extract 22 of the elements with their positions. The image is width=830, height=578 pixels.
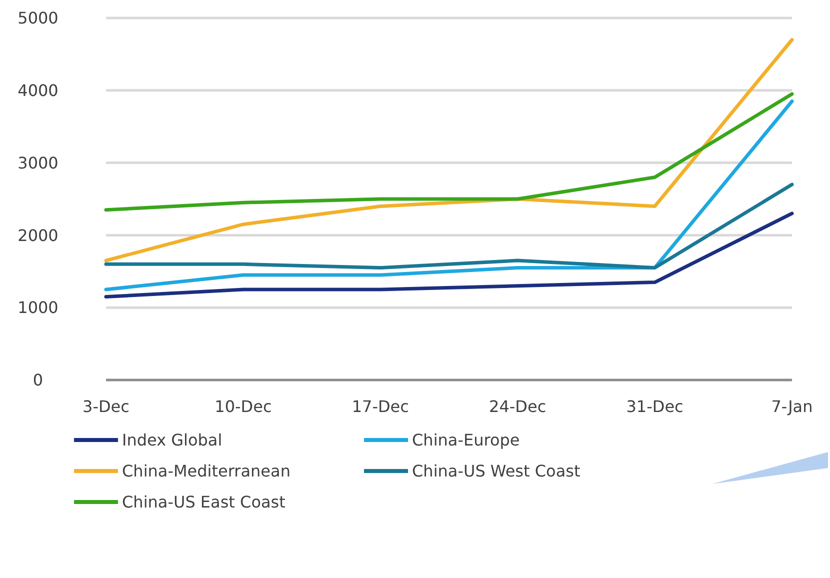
legend-label: China-Europe <box>412 430 520 450</box>
y-tick-label: 5000 <box>18 8 58 28</box>
line-series <box>104 38 794 262</box>
line-series <box>104 92 794 212</box>
x-tick-label: 3-Dec <box>82 397 130 416</box>
line-series <box>104 182 794 270</box>
y-tick-label: 2000 <box>18 226 58 245</box>
legend-label: China-Mediterranean <box>122 462 290 481</box>
line-series <box>104 212 794 298</box>
legend-label: China-US West Coast <box>412 462 580 481</box>
y-tick-label: 4000 <box>18 81 58 100</box>
x-tick-label: 7-Jan <box>771 397 813 416</box>
y-tick-label: 0 <box>32 370 44 390</box>
x-tick-label: 31-Dec <box>626 397 684 416</box>
legend-label: China-US East Coast <box>122 492 286 512</box>
y-tick-label: 1000 <box>18 298 58 318</box>
x-tick-label: 17-Dec <box>352 397 409 416</box>
x-tick-label: 24-Dec <box>489 397 546 416</box>
line-series <box>104 100 794 292</box>
x-tick-label: 10-Dec <box>214 397 272 416</box>
legend-label: Index Global <box>122 430 222 450</box>
y-tick-label: 3000 <box>18 153 58 172</box>
